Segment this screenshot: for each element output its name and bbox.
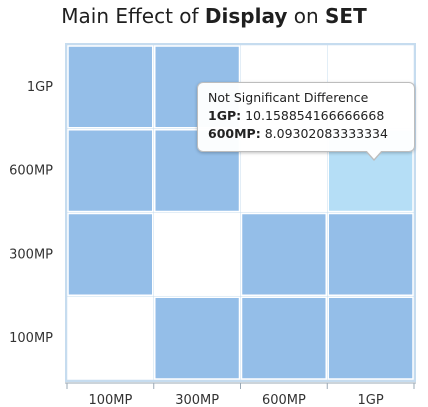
heatmap-cell-100MP-300MP xyxy=(154,296,241,380)
x-tick-label: 100MP xyxy=(88,393,132,407)
y-tick-label: 300MP xyxy=(9,247,53,262)
tooltip-line-1-label: 1GP: xyxy=(208,108,242,123)
tooltip-line-2-label: 600MP: xyxy=(208,126,261,141)
y-tick-label: 1GP xyxy=(27,80,53,95)
heatmap-cell-100MP-600MP xyxy=(240,296,327,380)
heatmap-cell-300MP-300MP xyxy=(154,212,241,296)
heatmap-cell-100MP-1GP xyxy=(327,296,414,380)
tooltip-title: Not Significant Difference xyxy=(208,90,369,105)
x-tick-label: 1GP xyxy=(358,393,384,407)
title-mid: on xyxy=(293,4,319,28)
title-factor: Display xyxy=(204,4,288,28)
y-tick-label: 100MP xyxy=(9,331,53,346)
heatmap-cell-600MP-100MP xyxy=(67,129,154,213)
heatmap-cell-100MP-100MP xyxy=(67,296,154,380)
title-measure: SET xyxy=(325,4,367,28)
heatmap-cell-1GP-100MP xyxy=(67,45,154,129)
tooltip-line-2: 600MP: 8.09302083333334 xyxy=(208,125,414,143)
title-prefix: Main Effect of xyxy=(61,4,199,28)
x-tick-label: 600MP xyxy=(262,393,306,407)
x-tick-label: 300MP xyxy=(175,393,219,407)
tooltip-line-1: 1GP: 10.158854166666668 xyxy=(208,107,414,125)
tooltip-arrow-inner xyxy=(366,150,382,159)
heatmap-cell-300MP-1GP xyxy=(327,212,414,296)
tooltip-line-2-value: 8.09302083333334 xyxy=(264,126,388,141)
tooltip: Not Significant Difference 1GP: 10.15885… xyxy=(197,82,415,161)
tooltip-line-1-value: 10.158854166666668 xyxy=(245,108,385,123)
heatmap-cell-300MP-600MP xyxy=(240,212,327,296)
heatmap-cell-300MP-100MP xyxy=(67,212,154,296)
y-tick-label: 600MP xyxy=(9,164,53,179)
chart-title: Main Effect of Display on SET xyxy=(0,4,428,28)
